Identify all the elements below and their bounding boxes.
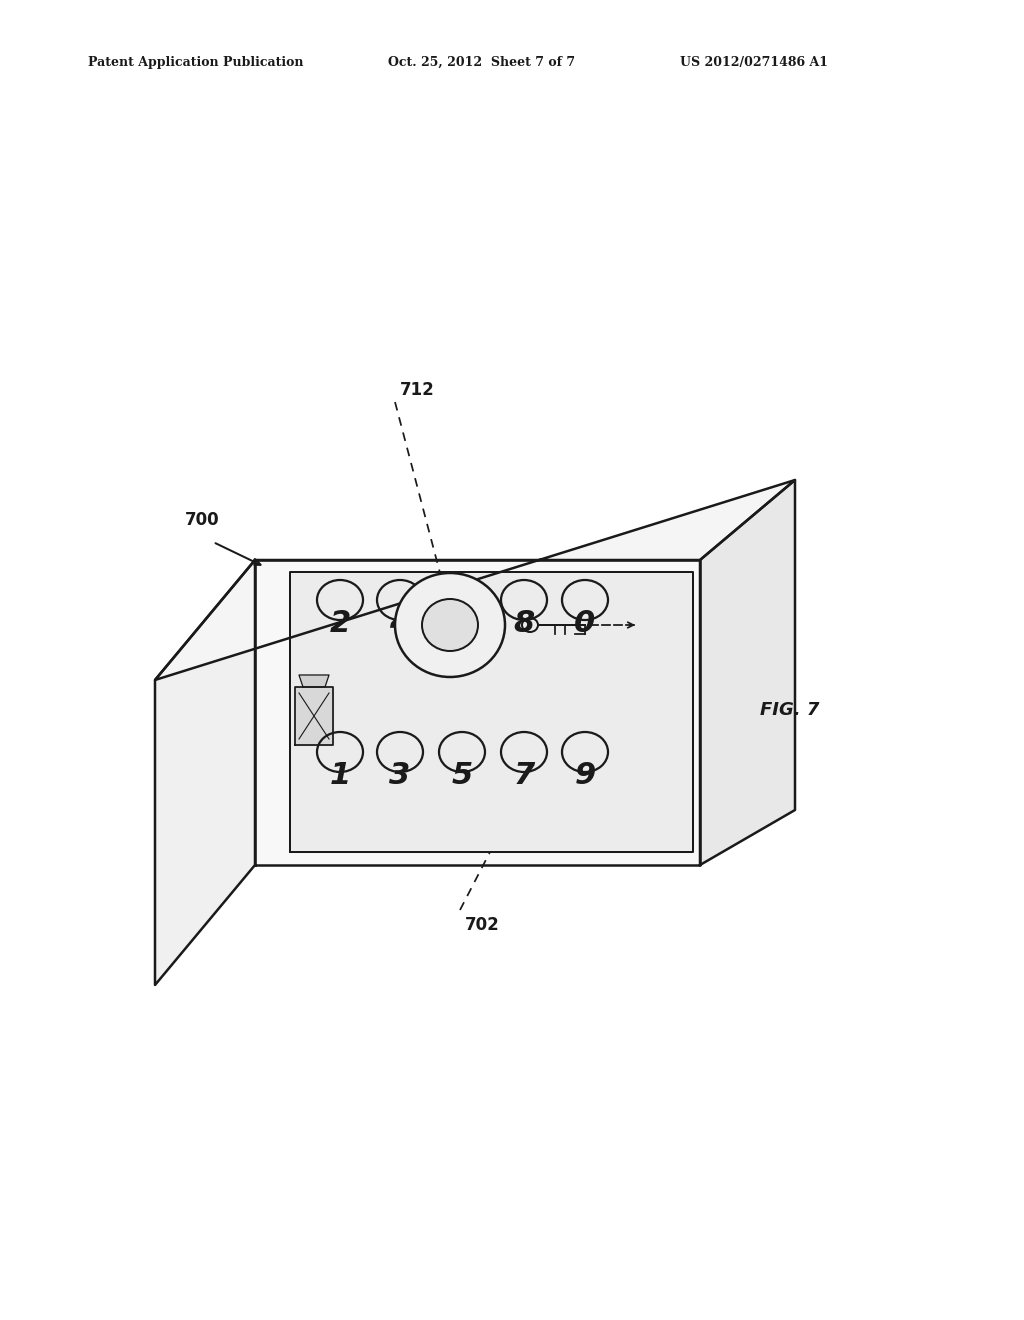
Text: Oct. 25, 2012  Sheet 7 of 7: Oct. 25, 2012 Sheet 7 of 7 <box>388 55 575 69</box>
Text: 6: 6 <box>452 609 473 638</box>
Text: 3: 3 <box>389 760 411 789</box>
Ellipse shape <box>395 573 505 677</box>
Polygon shape <box>700 480 795 865</box>
Text: 4: 4 <box>389 609 411 638</box>
Text: US 2012/0271486 A1: US 2012/0271486 A1 <box>680 55 828 69</box>
Polygon shape <box>155 480 795 680</box>
Polygon shape <box>290 572 693 851</box>
Text: FIG. 7: FIG. 7 <box>760 701 819 719</box>
Text: 5: 5 <box>452 760 473 789</box>
Text: Patent Application Publication: Patent Application Publication <box>88 55 303 69</box>
Text: 1: 1 <box>330 760 350 789</box>
Polygon shape <box>155 560 255 985</box>
Text: 9: 9 <box>574 760 596 789</box>
Ellipse shape <box>422 599 478 651</box>
Text: 8: 8 <box>513 609 535 638</box>
Text: 0: 0 <box>574 609 596 638</box>
Polygon shape <box>295 686 333 744</box>
Text: 2: 2 <box>330 609 350 638</box>
Text: 712: 712 <box>400 381 435 399</box>
Text: 702: 702 <box>465 916 500 935</box>
Text: 7: 7 <box>513 760 535 789</box>
Polygon shape <box>299 675 329 686</box>
Text: 700: 700 <box>185 511 219 529</box>
Polygon shape <box>255 560 700 865</box>
